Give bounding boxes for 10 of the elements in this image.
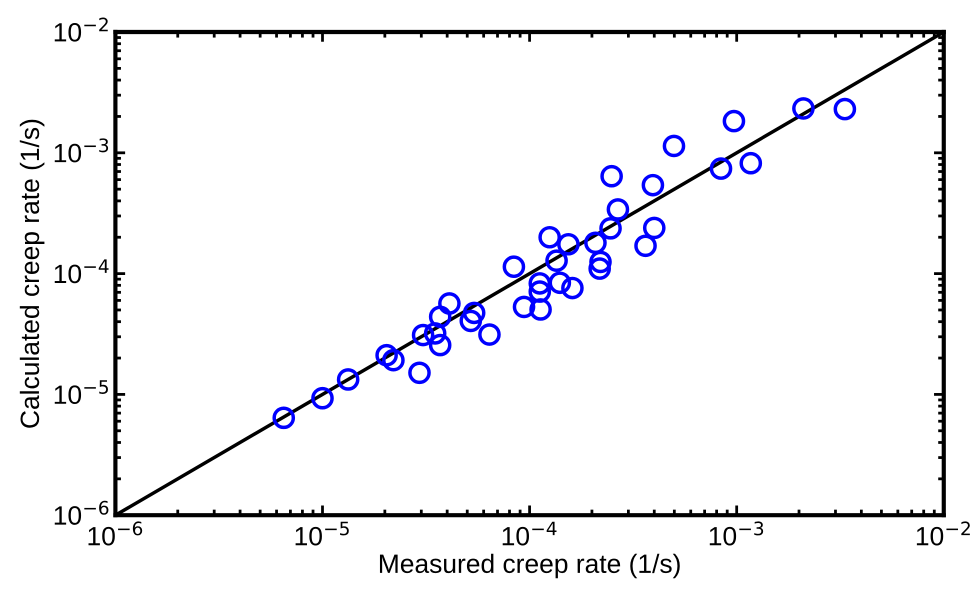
x-tick-label: 10$^{−4}$: [502, 522, 556, 546]
x-axis-title: Measured creep rate (1/s): [380, 554, 680, 578]
x-tick-label: 10$^{−5}$: [296, 522, 349, 546]
y-tick-label: 10$^{−5}$: [54, 380, 108, 404]
y-tick-label: 10$^{−2}$: [54, 18, 108, 42]
x-tick-label: 10$^{−3}$: [710, 521, 764, 546]
x-tick-label: 10$^{−2}$: [916, 521, 970, 546]
y-tick-label: 10$^{−4}$: [54, 259, 109, 284]
y-tick-label: 10$^{−3}$: [54, 138, 108, 162]
y-axis-title: Calculated creep rate (1/s): [20, 120, 44, 428]
